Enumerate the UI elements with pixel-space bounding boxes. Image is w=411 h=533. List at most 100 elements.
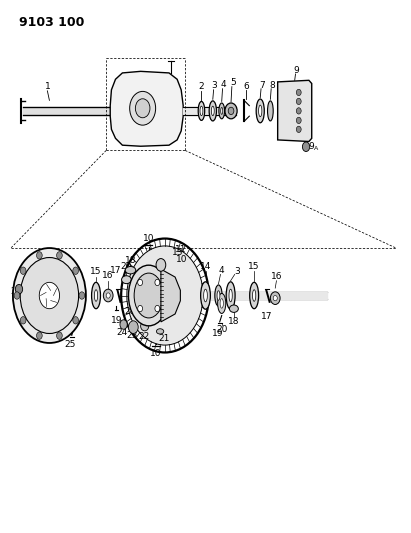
Text: 18: 18 xyxy=(228,317,240,326)
Text: 20: 20 xyxy=(216,325,227,334)
Text: 10: 10 xyxy=(176,255,188,264)
Ellipse shape xyxy=(201,282,210,309)
Ellipse shape xyxy=(220,298,223,308)
Ellipse shape xyxy=(209,101,217,121)
Text: 9103 100: 9103 100 xyxy=(19,16,84,29)
Circle shape xyxy=(20,267,26,274)
Ellipse shape xyxy=(92,282,101,309)
Text: A: A xyxy=(314,146,319,151)
Circle shape xyxy=(20,257,79,334)
Ellipse shape xyxy=(221,108,223,115)
Polygon shape xyxy=(278,80,312,141)
Circle shape xyxy=(20,317,26,324)
Ellipse shape xyxy=(217,291,220,300)
Text: 21: 21 xyxy=(159,334,170,343)
Circle shape xyxy=(106,293,110,298)
Text: 20: 20 xyxy=(121,262,132,271)
Text: 9: 9 xyxy=(294,66,300,75)
Circle shape xyxy=(15,285,23,294)
Text: 4: 4 xyxy=(221,80,226,89)
Text: 10: 10 xyxy=(150,349,162,358)
Circle shape xyxy=(155,279,160,286)
Text: 11: 11 xyxy=(175,245,187,254)
Text: 3: 3 xyxy=(234,267,240,276)
Text: 17: 17 xyxy=(261,312,272,321)
Circle shape xyxy=(155,305,160,312)
Text: 17: 17 xyxy=(110,265,121,274)
Ellipse shape xyxy=(141,321,149,331)
Ellipse shape xyxy=(252,290,256,301)
Circle shape xyxy=(57,252,62,259)
Ellipse shape xyxy=(200,106,203,116)
Text: 16: 16 xyxy=(271,272,283,281)
Circle shape xyxy=(138,305,143,312)
Text: 18: 18 xyxy=(125,256,136,265)
Ellipse shape xyxy=(229,305,238,312)
Text: 15: 15 xyxy=(90,267,102,276)
Text: 22: 22 xyxy=(138,332,150,341)
Ellipse shape xyxy=(134,273,163,318)
Circle shape xyxy=(135,99,150,118)
Circle shape xyxy=(296,98,301,104)
Ellipse shape xyxy=(131,295,138,311)
Circle shape xyxy=(296,90,301,95)
Circle shape xyxy=(73,317,79,324)
Circle shape xyxy=(228,107,234,115)
Bar xyxy=(183,107,236,115)
Text: 28: 28 xyxy=(125,307,136,316)
Ellipse shape xyxy=(157,329,164,334)
Bar xyxy=(23,107,110,115)
Text: 7: 7 xyxy=(259,80,265,90)
Circle shape xyxy=(39,282,60,309)
Circle shape xyxy=(270,292,280,304)
Text: 25: 25 xyxy=(65,340,76,349)
Circle shape xyxy=(273,295,277,301)
Circle shape xyxy=(79,292,85,299)
Ellipse shape xyxy=(219,103,224,119)
Text: 19: 19 xyxy=(111,316,122,325)
Text: 16: 16 xyxy=(102,271,114,280)
Ellipse shape xyxy=(204,289,207,302)
Bar xyxy=(180,292,327,298)
Circle shape xyxy=(302,142,310,151)
Circle shape xyxy=(14,292,20,299)
Circle shape xyxy=(120,320,127,329)
Ellipse shape xyxy=(259,105,262,117)
Text: 9: 9 xyxy=(309,142,314,151)
Circle shape xyxy=(13,248,86,343)
Ellipse shape xyxy=(250,282,259,309)
Text: 19: 19 xyxy=(212,329,224,338)
Circle shape xyxy=(138,279,143,286)
Ellipse shape xyxy=(198,101,205,120)
Polygon shape xyxy=(110,71,183,146)
Circle shape xyxy=(127,246,203,345)
Ellipse shape xyxy=(229,289,232,302)
Text: 6: 6 xyxy=(243,82,249,91)
Text: 8: 8 xyxy=(270,81,275,90)
Text: 3: 3 xyxy=(211,81,217,90)
Circle shape xyxy=(296,117,301,124)
Ellipse shape xyxy=(129,265,169,326)
Text: 5: 5 xyxy=(230,78,236,87)
Text: 24: 24 xyxy=(116,328,127,337)
Circle shape xyxy=(225,103,237,119)
Ellipse shape xyxy=(226,282,235,309)
Text: 10: 10 xyxy=(143,234,155,243)
Ellipse shape xyxy=(256,99,264,123)
Circle shape xyxy=(73,267,79,274)
Ellipse shape xyxy=(218,293,226,313)
Ellipse shape xyxy=(215,285,222,306)
Ellipse shape xyxy=(125,266,136,274)
Circle shape xyxy=(130,91,156,125)
Text: 4: 4 xyxy=(219,265,224,274)
Circle shape xyxy=(129,321,138,334)
Ellipse shape xyxy=(122,276,131,284)
Text: 13: 13 xyxy=(172,248,184,257)
Circle shape xyxy=(37,252,42,259)
Text: 1: 1 xyxy=(44,82,50,91)
Circle shape xyxy=(296,126,301,133)
Polygon shape xyxy=(161,269,180,322)
Circle shape xyxy=(296,108,301,114)
Circle shape xyxy=(57,332,62,340)
Circle shape xyxy=(103,289,113,302)
